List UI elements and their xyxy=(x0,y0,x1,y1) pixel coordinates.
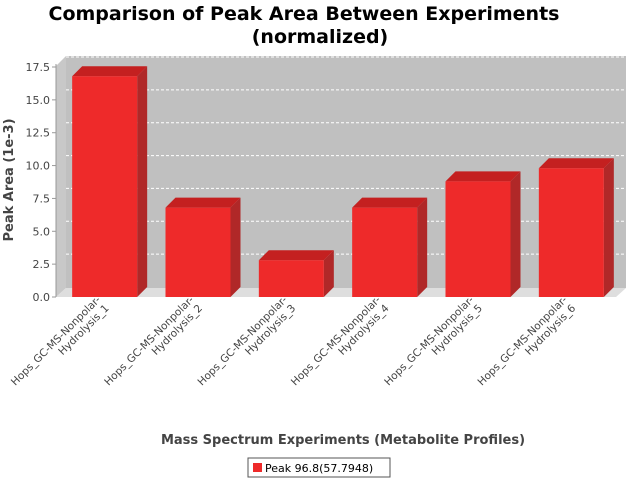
bar-side xyxy=(323,250,334,297)
x-tick-label-line: Hops_GC-MS-Nonpolar- xyxy=(102,294,196,388)
legend-swatch xyxy=(253,463,262,472)
y-tick-label: 10.0 xyxy=(26,160,51,173)
x-tick-label-line: Hops_GC-MS-Nonpolar- xyxy=(289,294,383,388)
bar xyxy=(538,158,614,297)
bar-top xyxy=(538,158,614,169)
bar-front xyxy=(352,207,418,297)
bar-side xyxy=(603,158,614,297)
legend-box xyxy=(247,457,391,478)
y-tick-label: 0.0 xyxy=(33,291,51,304)
y-tick-label: 5.0 xyxy=(33,225,51,238)
x-tick-label-line: Hops_GC-MS-Nonpolar- xyxy=(476,294,570,388)
y-tick-label: 12.5 xyxy=(26,127,51,140)
plot-left-wall xyxy=(56,56,66,297)
bar-front xyxy=(538,168,604,297)
bar-front xyxy=(165,207,231,297)
bar xyxy=(352,197,428,297)
bar xyxy=(165,197,241,297)
bar-top xyxy=(72,66,148,77)
bar-side xyxy=(230,197,241,297)
bar-top xyxy=(445,171,521,182)
chart-title-line-2: (normalized) xyxy=(252,26,389,48)
y-tick-label: 7.5 xyxy=(33,192,51,205)
legend: Peak 96.8(57.7948) xyxy=(247,457,391,478)
x-tick-label: Hops_GC-MS-Nonpolar-Hydrolysis_6 xyxy=(476,294,579,388)
legend-label: Peak 96.8(57.7948) xyxy=(265,462,373,475)
bar-front xyxy=(258,260,324,297)
bar-front xyxy=(445,181,511,297)
bar-side xyxy=(417,197,428,297)
bar xyxy=(258,250,334,297)
chart-title-line-1: Comparison of Peak Area Between Experime… xyxy=(49,3,560,25)
y-tick-label: 2.5 xyxy=(33,258,51,271)
x-tick-label: Hops_GC-MS-Nonpolar-Hydrolysis_5 xyxy=(382,294,485,388)
bar xyxy=(72,66,148,297)
x-tick-label: Hops_GC-MS-Nonpolar-Hydrolysis_3 xyxy=(196,294,299,388)
y-axis-label: Peak Area (1e-3) xyxy=(2,118,17,241)
bar-top xyxy=(352,197,428,208)
x-tick-label-line: Hops_GC-MS-Nonpolar- xyxy=(9,294,103,388)
x-tick-label-line: Hops_GC-MS-Nonpolar- xyxy=(196,294,290,388)
x-tick-label: Hops_GC-MS-Nonpolar-Hydrolysis_2 xyxy=(102,294,205,388)
y-axis-ticks: 0.0 2.5 5.0 7.5 10.0 12.5 15.0 17.5 xyxy=(26,61,56,304)
bar xyxy=(445,171,521,297)
x-axis-tick-labels: Hops_GC-MS-Nonpolar-Hydrolysis_1Hops_GC-… xyxy=(9,294,579,388)
x-tick-label-line: Hops_GC-MS-Nonpolar- xyxy=(382,294,476,388)
bar-side xyxy=(510,171,521,297)
x-axis-label: Mass Spectrum Experiments (Metabolite Pr… xyxy=(161,433,525,448)
x-tick-label: Hops_GC-MS-Nonpolar-Hydrolysis_4 xyxy=(289,294,392,388)
bars xyxy=(72,66,614,297)
x-tick-label: Hops_GC-MS-Nonpolar-Hydrolysis_1 xyxy=(9,294,112,388)
bar-top xyxy=(165,197,241,208)
y-tick-label: 17.5 xyxy=(26,61,51,74)
y-tick-label: 15.0 xyxy=(26,94,51,107)
bar-front xyxy=(72,76,138,297)
bar-top xyxy=(258,250,334,261)
gridlines xyxy=(66,56,626,255)
bar-side xyxy=(137,66,148,297)
